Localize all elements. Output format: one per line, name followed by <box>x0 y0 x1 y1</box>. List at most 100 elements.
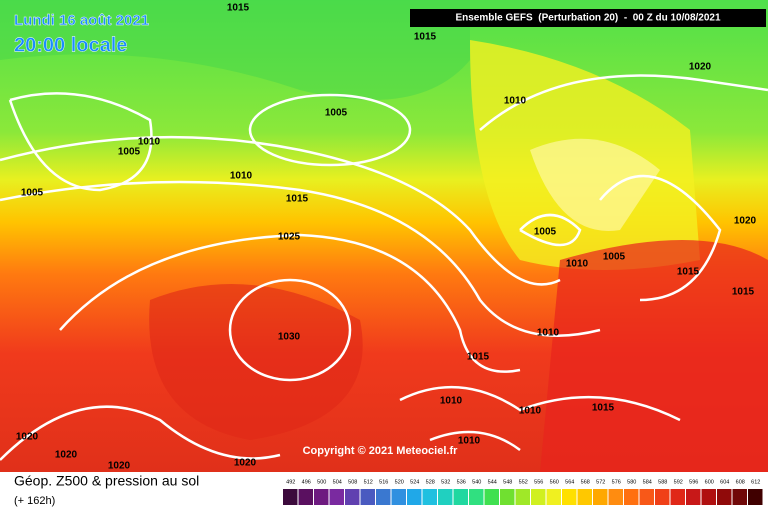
date: Lundi 16 août 2021 <box>14 12 149 29</box>
time: 20:00 locale <box>14 34 127 56</box>
isobar-label: 1030 <box>278 332 301 343</box>
scale-label: 584 <box>643 479 652 485</box>
isobar <box>8 92 153 192</box>
isobar-label: 1010 <box>138 137 161 148</box>
scale-swatch <box>639 489 654 505</box>
scale-swatch <box>422 489 437 505</box>
field-zone <box>0 0 470 100</box>
isobar <box>599 174 722 302</box>
scale-swatch <box>686 489 701 505</box>
scale-swatch <box>329 489 344 505</box>
scale-label: 552 <box>519 479 528 485</box>
isobar-label: 1010 <box>519 406 542 417</box>
scale-label: 608 <box>736 479 745 485</box>
scale-label: 568 <box>581 479 590 485</box>
scale-label: 560 <box>550 479 559 485</box>
scale-swatch <box>655 489 670 505</box>
isobar <box>59 233 521 373</box>
isobar-label: 1015 <box>227 3 250 14</box>
isobar-label: 1010 <box>504 96 527 107</box>
scale-swatch <box>546 489 561 505</box>
scale-swatch <box>670 489 685 505</box>
scale-swatch <box>391 489 406 505</box>
isobar-label: 1020 <box>734 216 757 227</box>
scale-swatch <box>701 489 716 505</box>
isobar <box>228 278 352 382</box>
isobar-label: 1020 <box>689 62 712 73</box>
scale-label: 596 <box>689 479 698 485</box>
scale-label: 600 <box>705 479 714 485</box>
scale-label: 496 <box>302 479 311 485</box>
scale-label: 576 <box>612 479 621 485</box>
isobar-label: 1010 <box>440 396 463 407</box>
isobar <box>0 180 601 337</box>
scale-label: 564 <box>565 479 574 485</box>
field-zone <box>540 240 768 472</box>
scale-swatch <box>593 489 608 505</box>
isobar <box>248 93 412 167</box>
scale-label: 612 <box>751 479 760 485</box>
copyright: Copyright © 2021 Meteociel.fr <box>303 445 459 457</box>
scale-swatch <box>748 489 763 505</box>
scale-swatch <box>484 489 499 505</box>
scale-swatch <box>283 489 298 505</box>
scale-label: 532 <box>441 479 450 485</box>
scale-swatch <box>298 489 313 505</box>
scale-swatch <box>608 489 623 505</box>
scale-swatch <box>531 489 546 505</box>
isobar-label: 1005 <box>325 108 348 119</box>
scale-swatch <box>407 489 422 505</box>
isobar-label: 1020 <box>234 458 257 469</box>
scale-label: 500 <box>317 479 326 485</box>
isobar-label: 1010 <box>537 328 560 339</box>
isobar <box>0 135 561 286</box>
scale-label: 524 <box>410 479 419 485</box>
field-zone <box>149 284 363 440</box>
isobar <box>429 430 521 452</box>
isobar <box>399 385 681 422</box>
field-zone <box>530 138 660 231</box>
isobar-label: 1010 <box>458 436 481 447</box>
scale-label: 492 <box>286 479 295 485</box>
isobar-label: 1015 <box>414 32 437 43</box>
footer-title: Géop. Z500 & pression au sol <box>14 473 199 489</box>
isobars <box>0 74 768 461</box>
isobar-label: 1020 <box>16 432 39 443</box>
scale-label: 512 <box>364 479 373 485</box>
isobar-label: 1010 <box>230 171 253 182</box>
scale-label: 528 <box>426 479 435 485</box>
scale-label: 536 <box>457 479 466 485</box>
isobar-label: 1020 <box>108 461 131 472</box>
scale-label: 516 <box>379 479 388 485</box>
isobar <box>519 213 582 247</box>
isobar-label: 1005 <box>21 188 44 199</box>
isobar-label: 1015 <box>677 267 700 278</box>
isobar-label: 1005 <box>118 147 141 158</box>
model-box <box>410 9 766 27</box>
isobar <box>479 74 768 131</box>
scale-swatch <box>515 489 530 505</box>
scale-label: 520 <box>395 479 404 485</box>
isobar-label: 1020 <box>55 450 78 461</box>
scale-swatch <box>500 489 515 505</box>
scale-swatch <box>624 489 639 505</box>
model: Ensemble GEFS (Perturbation 20) - 00 Z d… <box>455 13 721 24</box>
scale-swatch <box>732 489 747 505</box>
scale-swatch <box>360 489 375 505</box>
isobar-label: 1005 <box>534 227 557 238</box>
scale-label: 604 <box>720 479 729 485</box>
scale-swatch <box>314 489 329 505</box>
scale-label: 592 <box>674 479 683 485</box>
scale-label: 504 <box>333 479 342 485</box>
isobar-label: 1015 <box>467 352 490 363</box>
isobar-label: 1005 <box>603 252 626 263</box>
scale-label: 556 <box>534 479 543 485</box>
scale-swatch <box>453 489 468 505</box>
scale-swatch <box>376 489 391 505</box>
scale-label: 544 <box>488 479 497 485</box>
scale-label: 588 <box>658 479 667 485</box>
scale-swatch <box>717 489 732 505</box>
scale-swatch <box>469 489 484 505</box>
